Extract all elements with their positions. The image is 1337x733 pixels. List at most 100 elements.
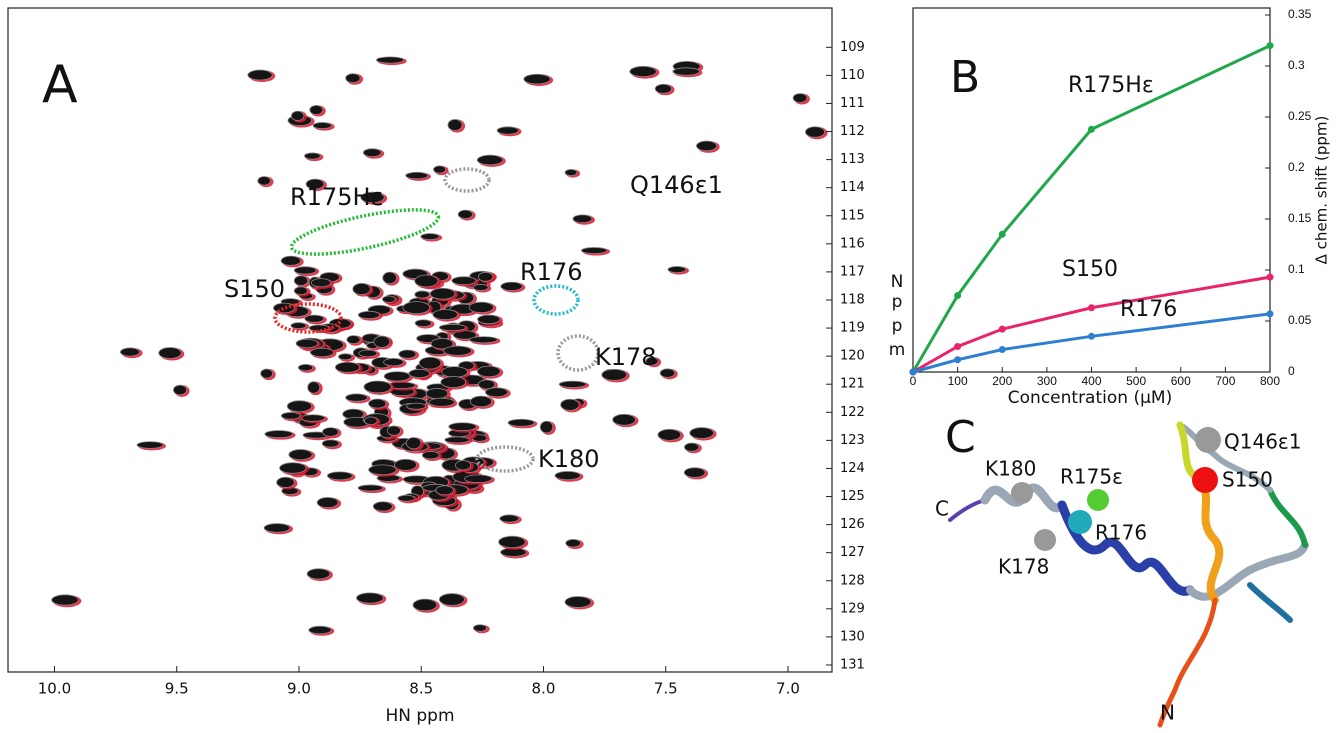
residue-label: R175ε [1060, 465, 1123, 489]
x-tick-label: 7.0 [776, 680, 800, 698]
peak-black [507, 418, 535, 427]
peak-black [457, 209, 473, 219]
peak-black [368, 398, 387, 409]
y-tick-label: 0.35 [1288, 7, 1312, 21]
x-tick-label: 400 [1081, 374, 1101, 388]
annotation-ring [475, 445, 535, 473]
peak-black [418, 356, 442, 370]
y-tick-label: 111 [840, 96, 865, 111]
data-point [1266, 310, 1274, 318]
structure-labels: Q146ε1 K180 R175ε S150 C R176 K178 N [935, 430, 1301, 725]
data-point [998, 346, 1006, 354]
panel-letter: C [945, 412, 976, 463]
peak-black [496, 126, 519, 135]
peak-black [293, 266, 317, 275]
data-point [954, 292, 962, 299]
peak-black [397, 494, 416, 502]
peak-black [326, 471, 353, 481]
x-tick-label: 7.5 [654, 680, 678, 698]
peak-black [684, 442, 700, 452]
y-tick-label: 0 [1288, 364, 1295, 378]
series-label: S150 [1062, 257, 1118, 282]
peak-black [472, 624, 488, 632]
structure-spheres [1011, 427, 1221, 551]
peak-black [443, 345, 472, 356]
peak-black [310, 278, 332, 288]
peak-black [451, 276, 477, 286]
x-tick-label: 8.0 [532, 680, 556, 698]
data-point [998, 230, 1006, 238]
y-tick-label: 121 [840, 377, 865, 392]
peak-black [158, 347, 182, 359]
annotation-ring [443, 167, 491, 193]
x-tick-label: 10.0 [38, 680, 71, 698]
peak-black [430, 338, 454, 350]
peak-black [276, 476, 295, 488]
peak-black [420, 233, 440, 241]
peak-black [558, 380, 587, 388]
peak-black [306, 568, 331, 580]
x-tick-label: 300 [1037, 374, 1057, 388]
y-tick-label: 120 [840, 349, 865, 364]
peak-annotation: Q146ε1 [630, 171, 723, 199]
peak-black [405, 437, 422, 450]
terminus-label: N [1160, 701, 1175, 725]
peak-black [356, 592, 384, 604]
y-tick-label: 126 [840, 517, 865, 532]
peak-black [304, 314, 325, 323]
peak-black [441, 366, 468, 378]
peak-black [412, 598, 438, 612]
y-tick-label: 119 [840, 321, 865, 336]
peak-black [398, 349, 417, 359]
y-tick-label: 130 [840, 629, 865, 644]
data-point [1088, 332, 1095, 340]
peak-black [645, 356, 659, 366]
residue-label: S150 [1222, 468, 1273, 492]
y-tick-label: 0.1 [1288, 262, 1305, 276]
peak-black [316, 497, 339, 508]
x-tick-label: 9.0 [287, 680, 311, 698]
peak-black [257, 176, 271, 186]
peak-black [383, 357, 404, 367]
residue-label: K178 [998, 555, 1049, 579]
peak-black [564, 596, 592, 608]
left-axis-label: N [891, 272, 904, 292]
peak-black [477, 365, 501, 378]
peak-black [414, 319, 432, 327]
peak-black [406, 402, 426, 410]
peak-black [136, 441, 164, 449]
peak-black [338, 353, 353, 361]
x-tick-label: 0 [910, 374, 917, 388]
peak-black [629, 65, 657, 78]
peak-black [357, 484, 384, 492]
peak-black [448, 422, 477, 432]
peak-black [372, 501, 393, 512]
peak-black [280, 412, 301, 420]
peak-black [357, 310, 381, 320]
peak-black [498, 535, 526, 549]
x-tick-label: 100 [948, 374, 968, 388]
peak-black [383, 371, 411, 382]
peak-black [455, 460, 472, 471]
x-tick-label: 700 [1215, 374, 1235, 388]
peak-black [363, 380, 392, 394]
peak-black [438, 593, 465, 606]
panel-letter: B [950, 52, 980, 103]
y-tick-label: 0.05 [1288, 313, 1312, 327]
peak-black [435, 485, 454, 496]
peak-black [304, 152, 321, 160]
peak-annotation: R175Hε [290, 183, 384, 211]
peak-black [375, 56, 405, 64]
peak-black [408, 368, 431, 379]
data-point [1266, 273, 1274, 281]
peak-black [500, 281, 523, 291]
peak-black [308, 625, 332, 635]
x-tick-label: 200 [992, 374, 1012, 388]
peak-black [792, 93, 808, 103]
peak-black [612, 413, 636, 426]
y-tick-label: 0.15 [1288, 211, 1312, 225]
left-axis-label: p [892, 292, 903, 312]
peak-black [382, 271, 397, 285]
peak-black [499, 514, 520, 523]
x-tick-label: 600 [1171, 374, 1191, 388]
